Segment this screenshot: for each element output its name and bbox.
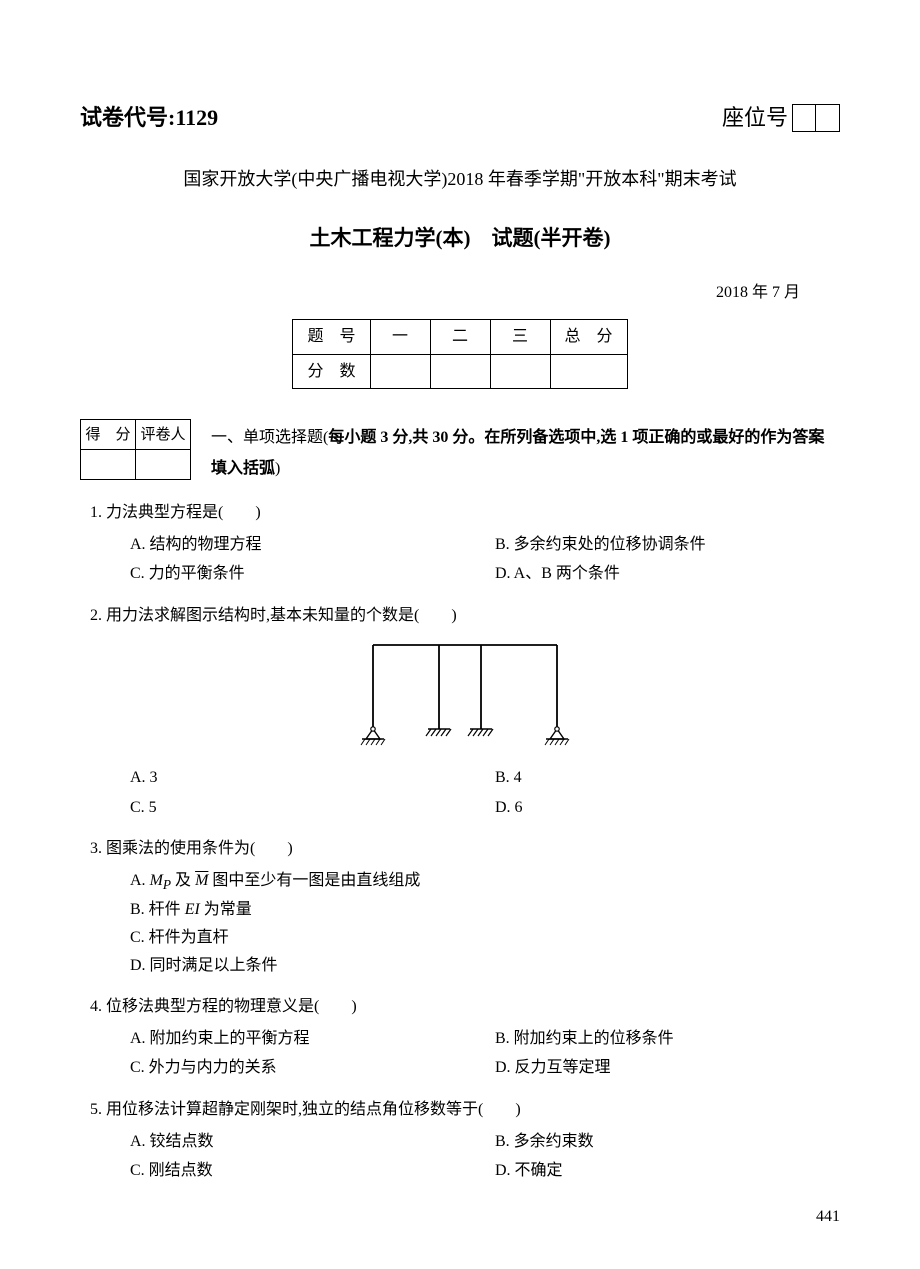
question-1: 1. 力法典型方程是( ) A. 结构的物理方程 B. 多余约束处的位移协调条件…	[80, 500, 840, 587]
q4-opt-b: B. 附加约束上的位移条件	[495, 1026, 840, 1052]
q3-opt-b: B. 杆件 EI 为常量	[130, 897, 840, 923]
q1-opt-b: B. 多余约束处的位移协调条件	[495, 532, 840, 558]
q1-opt-c: C. 力的平衡条件	[130, 561, 475, 587]
question-4: 4. 位移法典型方程的物理意义是( ) A. 附加约束上的平衡方程 B. 附加约…	[80, 994, 840, 1081]
q2-structure-diagram	[355, 637, 575, 747]
q5-opt-d: D. 不确定	[495, 1158, 840, 1184]
section-1-title: 一、单项选择题(每小题 3 分,共 30 分。在所列备选项中,选 1 项正确的或…	[211, 419, 840, 484]
score-h-label: 题 号	[293, 320, 370, 355]
seat-box-1[interactable]	[792, 104, 816, 132]
question-5: 5. 用位移法计算超静定刚架时,独立的结点角位移数等于( ) A. 铰结点数 B…	[80, 1097, 840, 1184]
score-cell-1[interactable]	[370, 354, 430, 389]
paper-code-label: 试卷代号:	[80, 105, 175, 130]
page-number: 441	[80, 1204, 840, 1230]
score-cell-3[interactable]	[490, 354, 550, 389]
q1-opt-a: A. 结构的物理方程	[130, 532, 475, 558]
score-col-2: 二	[430, 320, 490, 355]
q5-opt-b: B. 多余约束数	[495, 1129, 840, 1155]
q2-opt-c: C. 5	[130, 795, 475, 821]
q1-text: 1. 力法典型方程是( )	[90, 500, 840, 526]
exam-date: 2018 年 7 月	[80, 280, 840, 306]
q3-text: 3. 图乘法的使用条件为( )	[90, 836, 840, 862]
section1-close: )	[275, 460, 280, 477]
exam-title: 土木工程力学(本) 试题(半开卷)	[80, 222, 840, 256]
q2-text: 2. 用力法求解图示结构时,基本未知量的个数是( )	[90, 603, 840, 629]
seat-box-2[interactable]	[816, 104, 840, 132]
q4-opt-d: D. 反力互等定理	[495, 1055, 840, 1081]
paper-code-value: 1129	[175, 105, 218, 130]
q1-opt-d: D. A、B 两个条件	[495, 561, 840, 587]
grader-reviewer-cell[interactable]	[136, 450, 191, 480]
question-3: 3. 图乘法的使用条件为( ) A. MP 及 M 图中至少有一图是由直线组成 …	[80, 836, 840, 978]
section1-prefix: 一、单项选择题(	[211, 429, 328, 446]
q4-text: 4. 位移法典型方程的物理意义是( )	[90, 994, 840, 1020]
score-row-label: 分 数	[293, 354, 370, 389]
score-col-total: 总 分	[550, 320, 627, 355]
q3-opt-c: C. 杆件为直杆	[130, 925, 840, 951]
grader-box: 得 分 评卷人	[80, 419, 191, 480]
q2-opt-b: B. 4	[495, 765, 840, 791]
score-cell-total[interactable]	[550, 354, 627, 389]
grader-reviewer-label: 评卷人	[136, 420, 191, 450]
score-col-1: 一	[370, 320, 430, 355]
q3-opt-d: D. 同时满足以上条件	[130, 953, 840, 979]
grader-score-label: 得 分	[81, 420, 136, 450]
q3-opt-a: A. MP 及 M 图中至少有一图是由直线组成	[130, 868, 840, 896]
q2-opt-a: A. 3	[130, 765, 475, 791]
score-cell-2[interactable]	[430, 354, 490, 389]
question-2: 2. 用力法求解图示结构时,基本未知量的个数是( ) A. 3 B. 4 C. …	[80, 603, 840, 820]
q4-opt-c: C. 外力与内力的关系	[130, 1055, 475, 1081]
seat-label: 座位号	[722, 100, 788, 135]
score-summary-table: 题 号 一 二 三 总 分 分 数	[292, 319, 627, 389]
score-col-3: 三	[490, 320, 550, 355]
grader-score-cell[interactable]	[81, 450, 136, 480]
q5-opt-c: C. 刚结点数	[130, 1158, 475, 1184]
institution-line: 国家开放大学(中央广播电视大学)2018 年春季学期"开放本科"期末考试	[80, 165, 840, 194]
q4-opt-a: A. 附加约束上的平衡方程	[130, 1026, 475, 1052]
q5-opt-a: A. 铰结点数	[130, 1129, 475, 1155]
q2-opt-d: D. 6	[495, 795, 840, 821]
seat-boxes	[792, 104, 840, 132]
q5-text: 5. 用位移法计算超静定刚架时,独立的结点角位移数等于( )	[90, 1097, 840, 1123]
